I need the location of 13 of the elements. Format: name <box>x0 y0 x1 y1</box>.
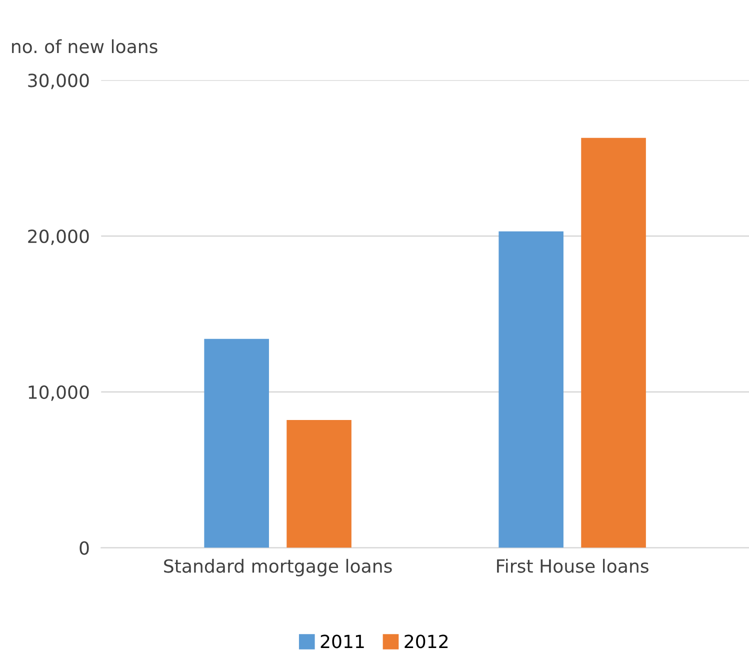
legend-label: 2011 <box>320 634 364 648</box>
y-tick-label: 0 <box>80 541 89 555</box>
bar <box>204 338 269 548</box>
x-tick-label: First House loans <box>497 558 648 573</box>
bar <box>286 420 352 548</box>
bar <box>581 138 646 548</box>
y-tick-label: 30,000 <box>28 74 89 90</box>
y-tick-label: 20,000 <box>28 229 89 245</box>
y-tick-label: 10,000 <box>28 385 89 401</box>
y-axis-title: no. of new loans <box>12 39 158 54</box>
legend-label: 2012 <box>404 634 448 648</box>
bar <box>498 231 564 548</box>
x-tick-label: Standard mortgage loans <box>164 558 392 576</box>
